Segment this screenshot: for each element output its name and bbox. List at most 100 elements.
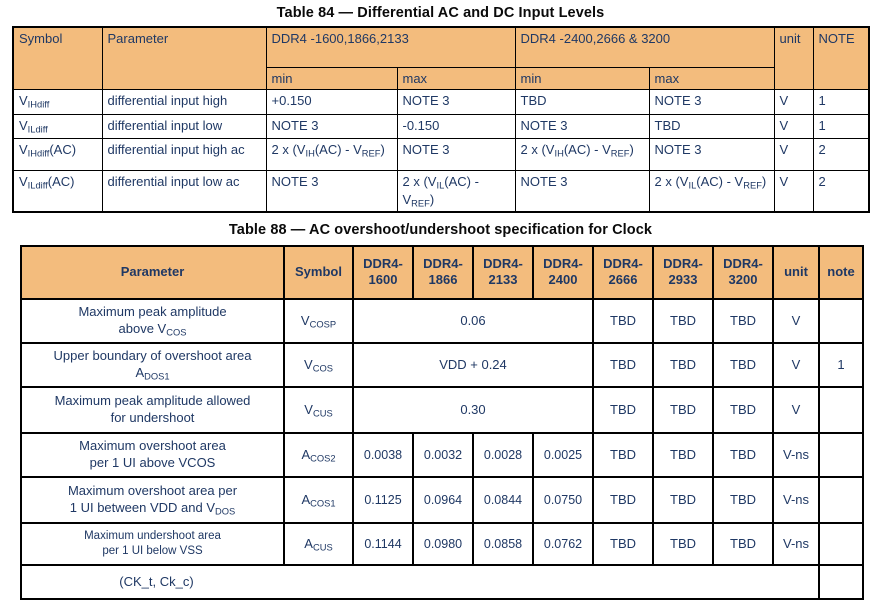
table-84-title: Table 84 — Differential AC and DC Input … <box>276 5 605 21</box>
t84-cell-note: 1 <box>812 89 870 116</box>
t88-row-vcosp: Maximum peak amplitude above VCOS VCOSP 0… <box>20 297 864 344</box>
t84-cell-unit: V <box>773 114 814 140</box>
t88-cell-2133: 0.0028 <box>472 431 534 478</box>
t88-cell-2666: TBD <box>592 297 654 344</box>
t88-cell-unit: V <box>772 297 820 344</box>
t84-cell-min1: +0.150 <box>265 89 398 116</box>
t88-cell-1866: 0.0964 <box>412 475 474 524</box>
t88-cell-2666: TBD <box>592 475 654 524</box>
t88-cell-unit: V-ns <box>772 521 820 566</box>
t88-cell-note: 1 <box>818 341 864 388</box>
t88-cell-1600: 0.1144 <box>352 521 414 566</box>
t88-cell-3200: TBD <box>712 431 774 478</box>
table-84: Symbol Parameter DDR4 -1600,1866,2133 DD… <box>12 26 871 213</box>
t88-ck-label: (CK_t, Ck_c) <box>119 573 194 589</box>
t88-row-acos1: Maximum overshoot area per 1 UI between V… <box>20 475 864 524</box>
t88-cell-symbol: VCUS <box>283 385 354 434</box>
t84-cell-min2: NOTE 3 <box>514 114 650 140</box>
t84-header-unit: unit <box>773 26 814 91</box>
t84-cell-min2: TBD <box>514 89 650 116</box>
t84-cell-max2: NOTE 3 <box>648 89 775 116</box>
t88-cell-symbol: ACUS <box>283 521 354 566</box>
t84-cell-min1: 2 x (VIH(AC) - VREF) <box>265 138 398 172</box>
t84-cell-parameter: differential input high ac <box>101 138 267 172</box>
t88-row-acus: Maximum undershoot area per 1 UI below VS… <box>20 521 864 566</box>
table-88: Parameter Symbol DDR4-1600 DDR4-1866 DDR… <box>20 244 864 600</box>
t88-cell-3200: TBD <box>712 385 774 434</box>
t84-cell-max2: NOTE 3 <box>648 138 775 172</box>
t88-cell-2933: TBD <box>652 385 714 434</box>
t88-cell-symbol: ACOS2 <box>283 431 354 478</box>
t88-cell-2933: TBD <box>652 297 714 344</box>
table-88-title: Table 88 — AC overshoot/undershoot speci… <box>228 221 653 238</box>
t88-cell-2400: 0.0025 <box>532 431 594 478</box>
t84-header-parameter: Parameter <box>101 26 267 91</box>
t88-cell-merged-value: 0.06 <box>352 297 594 344</box>
t84-cell-max1: NOTE 3 <box>396 89 516 116</box>
t88-row-ck: (CK_t, Ck_c) <box>20 563 864 600</box>
t88-cell-2400: 0.0750 <box>532 475 594 524</box>
t84-row-vihdiff-ac: VIHdiff(AC) differential input high ac 2… <box>12 138 870 172</box>
t88-cell-ck: (CK_t, Ck_c) <box>20 563 820 600</box>
t88-cell-unit: V-ns <box>772 475 820 524</box>
t84-cell-parameter: differential input low ac <box>101 170 267 213</box>
t84-cell-note: 2 <box>812 138 870 172</box>
t88-cell-note <box>818 297 864 344</box>
t84-cell-symbol: VILdiff(AC) <box>12 170 103 213</box>
t84-cell-symbol: VILdiff <box>12 114 103 140</box>
t84-header-max2: max <box>648 66 775 91</box>
t88-cell-parameter: Maximum overshoot area per 1 UI between V… <box>20 475 285 524</box>
t88-cell-unit: V <box>772 341 820 388</box>
t84-cell-parameter: differential input high <box>101 89 267 116</box>
t88-cell-note <box>818 521 864 566</box>
t88-cell-2666: TBD <box>592 341 654 388</box>
t84-cell-min1: NOTE 3 <box>265 114 398 140</box>
t84-cell-symbol: VIHdiff <box>12 89 103 116</box>
t88-cell-unit: V-ns <box>772 431 820 478</box>
t88-cell-parameter: Upper boundary of overshoot area ADOS1 <box>20 341 285 388</box>
t88-cell-1866: 0.0032 <box>412 431 474 478</box>
t84-cell-max1: 2 x (VIL(AC) - VREF) <box>396 170 516 213</box>
t84-header-min2: min <box>514 66 650 91</box>
t84-row-vihdiff: VIHdiff differential input high +0.150 N… <box>12 89 870 116</box>
t84-cell-symbol: VIHdiff(AC) <box>12 138 103 172</box>
t84-cell-min2: 2 x (VIH(AC) - VREF) <box>514 138 650 172</box>
t88-cell-note <box>818 431 864 478</box>
t84-cell-unit: V <box>773 89 814 116</box>
t88-cell-2933: TBD <box>652 475 714 524</box>
t84-header-note: NOTE <box>812 26 870 91</box>
t88-header-symbol: Symbol <box>283 244 354 300</box>
t84-row-vildiff: VILdiff differential input low NOTE 3 -0… <box>12 114 870 140</box>
t88-cell-2933: TBD <box>652 521 714 566</box>
t88-cell-note <box>818 385 864 434</box>
t84-cell-max2: TBD <box>648 114 775 140</box>
t88-cell-parameter: Maximum undershoot area per 1 UI below VS… <box>20 521 285 566</box>
t88-cell-merged-value: VDD + 0.24 <box>352 341 594 388</box>
t88-cell-symbol: VCOS <box>283 341 354 388</box>
t88-row-vcos: Upper boundary of overshoot area ADOS1 VC… <box>20 341 864 388</box>
t84-cell-unit: V <box>773 170 814 213</box>
t84-cell-max2: 2 x (VIL(AC) - VREF) <box>648 170 775 213</box>
t84-header-max1: max <box>396 66 516 91</box>
t88-header-ddr4-2933: DDR4-2933 <box>652 244 714 300</box>
t84-cell-note: 2 <box>812 170 870 213</box>
t88-header-ddr4-1600: DDR4-1600 <box>352 244 414 300</box>
t84-row-vildiff-ac: VILdiff(AC) differential input low ac NO… <box>12 170 870 213</box>
t88-cell-2666: TBD <box>592 431 654 478</box>
t88-cell-3200: TBD <box>712 521 774 566</box>
t88-cell-2133: 0.0858 <box>472 521 534 566</box>
t84-header-group1: DDR4 -1600,1866,2133 <box>265 26 516 68</box>
t84-cell-max1: NOTE 3 <box>396 138 516 172</box>
t88-cell-2400: 0.0762 <box>532 521 594 566</box>
t84-header-min1: min <box>265 66 398 91</box>
t84-cell-min2: NOTE 3 <box>514 170 650 213</box>
t88-header-ddr4-2666: DDR4-2666 <box>592 244 654 300</box>
t84-header-group2: DDR4 -2400,2666 & 3200 <box>514 26 775 68</box>
t88-header-note: note <box>818 244 864 300</box>
t88-cell-1600: 0.1125 <box>352 475 414 524</box>
t88-cell-2666: TBD <box>592 521 654 566</box>
t88-cell-parameter: Maximum peak amplitude allowed for unders… <box>20 385 285 434</box>
t88-header-ddr4-3200: DDR4-3200 <box>712 244 774 300</box>
t84-cell-unit: V <box>773 138 814 172</box>
